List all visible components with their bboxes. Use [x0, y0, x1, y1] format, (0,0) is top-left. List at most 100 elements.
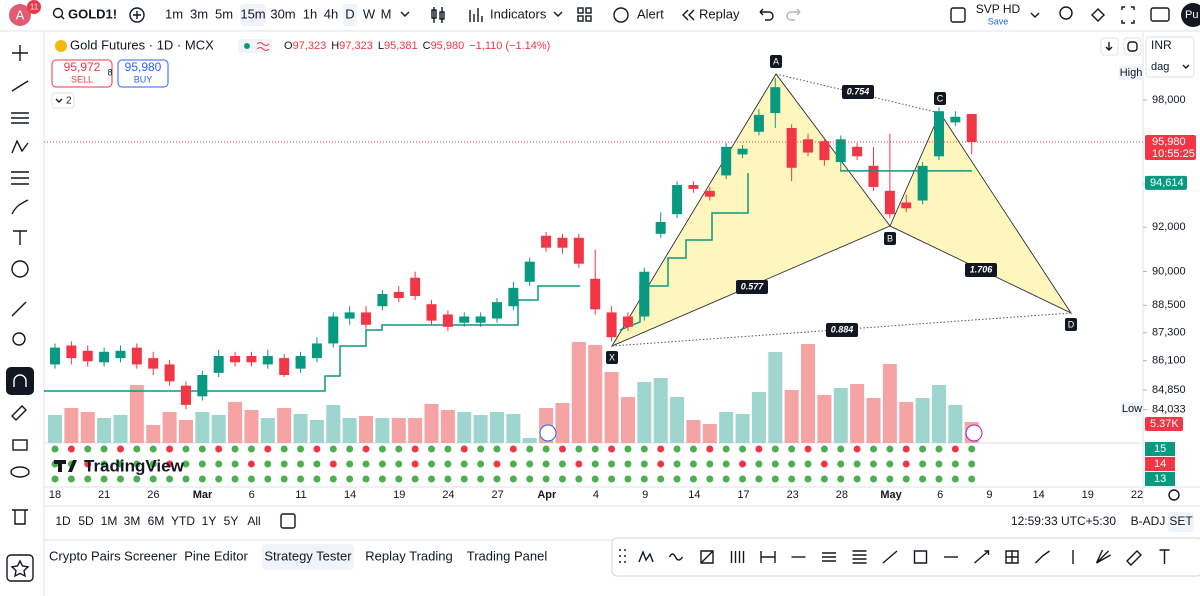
drawing-tool[interactable] — [1035, 550, 1050, 564]
brush-tool[interactable] — [11, 199, 29, 215]
event-marker[interactable] — [965, 424, 983, 442]
drawing-tool[interactable] — [1159, 549, 1170, 564]
symbol[interactable]: GOLD1! — [68, 6, 117, 21]
oscillator-label: 13 — [1154, 473, 1166, 485]
volume-bar — [277, 408, 292, 443]
alert-button[interactable]: Alert — [637, 6, 664, 21]
drawing-tool[interactable] — [730, 551, 745, 563]
interval-button[interactable]: 4h — [324, 6, 338, 21]
avatar[interactable] — [9, 4, 31, 26]
fib-tool[interactable] — [11, 112, 29, 124]
range-button[interactable]: YTD — [171, 514, 195, 528]
settings-icon[interactable] — [1091, 8, 1105, 22]
drawing-tool[interactable] — [822, 552, 836, 562]
replay-icon[interactable] — [682, 9, 695, 21]
reset-button[interactable] — [1123, 37, 1142, 56]
crosshair-tool[interactable] — [12, 45, 28, 61]
text-tool[interactable] — [13, 230, 27, 245]
fullscreen-icon[interactable] — [1121, 6, 1135, 24]
layout-name[interactable]: SVP HD — [976, 2, 1021, 16]
date-range-icon[interactable] — [280, 513, 296, 529]
range-button[interactable]: 1M — [101, 514, 118, 528]
interval-button[interactable]: W — [363, 6, 376, 21]
replay-marker[interactable] — [539, 424, 557, 442]
alert-icon[interactable] — [613, 7, 629, 23]
indicators-icon[interactable] — [469, 8, 483, 22]
interval-button[interactable]: 3m — [190, 6, 208, 21]
measure-tool[interactable] — [11, 301, 27, 317]
icon-tool[interactable] — [11, 260, 29, 278]
interval-button[interactable]: 1h — [303, 6, 317, 21]
interval-button[interactable]: D — [345, 6, 354, 21]
range-button[interactable]: 3M — [124, 514, 141, 528]
interval-button[interactable]: 5m — [215, 6, 233, 21]
sell-button[interactable] — [51, 59, 113, 88]
range-button[interactable]: 5Y — [224, 514, 239, 528]
projection-tool[interactable] — [11, 171, 29, 185]
zoom-tool[interactable] — [12, 332, 26, 346]
pattern-tool[interactable] — [11, 139, 29, 154]
hide-tool[interactable] — [10, 466, 30, 478]
magnet-tool[interactable] — [6, 367, 34, 395]
drawing-tool[interactable] — [852, 550, 867, 564]
drawing-tool[interactable] — [1095, 549, 1111, 564]
indicators-toggle[interactable] — [51, 92, 75, 109]
interval-button[interactable]: 1m — [165, 6, 183, 21]
currency-box[interactable] — [1145, 36, 1195, 78]
drawing-tool[interactable] — [700, 550, 714, 564]
chevron[interactable] — [400, 11, 410, 17]
drawing-tool[interactable] — [913, 550, 928, 564]
drawing-tool[interactable] — [760, 551, 776, 563]
range-button[interactable]: 6M — [148, 514, 165, 528]
interval-button[interactable]: 30m — [270, 6, 295, 21]
layout-icon[interactable] — [577, 7, 592, 22]
range-button[interactable]: 1D — [55, 514, 71, 528]
indicators-button[interactable]: Indicators — [490, 6, 547, 21]
panel-tab[interactable]: Crypto Pairs Screener — [49, 548, 178, 563]
signal-dot — [755, 475, 763, 483]
replay-button[interactable]: Replay — [699, 6, 740, 21]
search-icon[interactable] — [52, 7, 64, 19]
user-button[interactable] — [1181, 3, 1200, 27]
redo[interactable] — [786, 8, 801, 21]
buy-button[interactable] — [117, 59, 169, 88]
drawing-tool[interactable] — [974, 550, 990, 564]
chevron[interactable] — [553, 11, 563, 17]
axis-settings[interactable] — [1168, 489, 1180, 501]
range-button[interactable]: All — [247, 514, 260, 528]
ratio-label: 1.706 — [970, 264, 994, 274]
session[interactable]: SET — [1169, 514, 1193, 528]
quick-search[interactable] — [1059, 6, 1073, 20]
screenshot-icon[interactable] — [1150, 7, 1170, 22]
interval-button[interactable]: M — [381, 6, 392, 21]
drawing-tool[interactable] — [638, 550, 654, 563]
candles-icon[interactable] — [431, 7, 445, 23]
drawing-tool[interactable] — [1126, 550, 1142, 566]
legend-title[interactable]: Gold Futures · 1D · MCX — [70, 37, 214, 52]
lock-draw-tool[interactable] — [11, 405, 27, 421]
delete-tool[interactable] — [12, 509, 28, 525]
interval-button[interactable]: 15m — [240, 6, 265, 21]
range-button[interactable]: 5D — [78, 514, 94, 528]
clock[interactable]: 12:59:33 UTC+5:30 — [1011, 514, 1116, 528]
candle-body — [295, 356, 306, 369]
panel-tab[interactable]: Replay Trading — [365, 548, 452, 563]
drawing-tool[interactable] — [1005, 550, 1019, 564]
drawing-tool[interactable] — [668, 553, 684, 561]
panel-tab[interactable]: Strategy Tester — [264, 548, 352, 563]
drag-handle[interactable] — [619, 549, 626, 563]
compare-button[interactable] — [129, 7, 145, 23]
layout-square[interactable] — [950, 7, 966, 23]
favorites-button[interactable] — [6, 554, 34, 582]
chevron[interactable] — [1030, 12, 1040, 18]
panel-tab[interactable]: Trading Panel — [467, 548, 548, 563]
trendline-tool[interactable] — [11, 80, 29, 92]
drawing-tool[interactable] — [882, 550, 898, 564]
volume-bar — [784, 389, 799, 443]
range-button[interactable]: 1Y — [202, 514, 217, 528]
undo[interactable] — [759, 8, 774, 21]
lock-tool[interactable] — [12, 439, 28, 451]
panel-tab[interactable]: Pine Editor — [184, 548, 248, 563]
save-button[interactable]: Save — [988, 16, 1009, 26]
adjustment[interactable]: B-ADJ — [1131, 514, 1166, 528]
